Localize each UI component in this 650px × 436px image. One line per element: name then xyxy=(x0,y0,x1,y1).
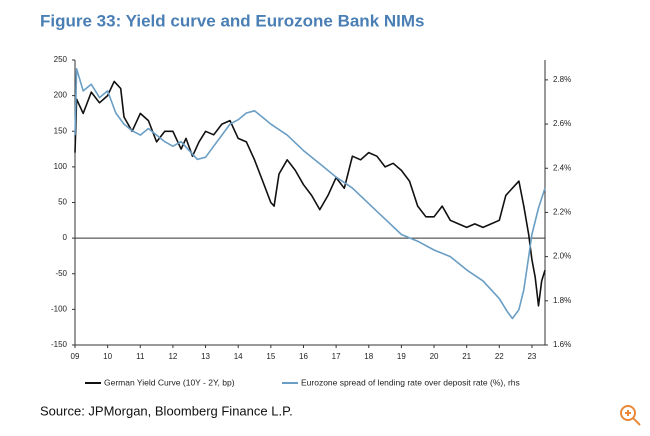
y-tick-label: 150 xyxy=(54,126,68,135)
x-tick-label: 09 xyxy=(71,352,80,361)
y2-tick-label: 2.0% xyxy=(553,252,571,261)
x-tick-label: 20 xyxy=(430,352,439,361)
y-tick-label: 250 xyxy=(54,55,68,64)
y2-tick-label: 1.6% xyxy=(553,340,571,349)
y-tick-label: 50 xyxy=(58,198,67,207)
legend-label: German Yield Curve (10Y - 2Y, bp) xyxy=(104,377,235,387)
y2-tick-label: 1.8% xyxy=(553,296,571,305)
y2-tick-label: 2.6% xyxy=(553,119,571,128)
y2-tick-label: 2.2% xyxy=(553,208,571,217)
x-tick-label: 13 xyxy=(201,352,210,361)
x-tick-label: 16 xyxy=(299,352,308,361)
chart-title: Figure 33: Yield curve and Eurozone Bank… xyxy=(40,11,424,30)
y-tick-label: -50 xyxy=(55,269,67,278)
y-tick-label: -100 xyxy=(51,304,68,313)
y-tick-label: 200 xyxy=(54,91,68,100)
x-tick-label: 19 xyxy=(397,352,406,361)
x-tick-label: 14 xyxy=(234,352,243,361)
y2-tick-label: 2.4% xyxy=(553,163,571,172)
legend-label: Eurozone spread of lending rate over dep… xyxy=(301,377,520,387)
series-line xyxy=(74,80,546,307)
y-tick-label: 100 xyxy=(54,162,68,171)
x-tick-label: 10 xyxy=(103,352,112,361)
x-tick-label: 17 xyxy=(332,352,341,361)
x-tick-label: 11 xyxy=(136,352,145,361)
source-note: Source: JPMorgan, Bloomberg Finance L.P. xyxy=(40,403,293,418)
x-tick-label: 22 xyxy=(495,352,504,361)
y2-tick-label: 2.8% xyxy=(553,75,571,84)
x-tick-label: 23 xyxy=(527,352,536,361)
zoom-icon[interactable] xyxy=(620,405,641,426)
x-tick-label: 15 xyxy=(266,352,275,361)
y-tick-label: -150 xyxy=(51,340,68,349)
x-tick-label: 21 xyxy=(462,352,471,361)
series-line xyxy=(74,68,546,320)
y-tick-label: 0 xyxy=(63,233,68,242)
x-tick-label: 18 xyxy=(364,352,373,361)
x-tick-label: 12 xyxy=(168,352,177,361)
